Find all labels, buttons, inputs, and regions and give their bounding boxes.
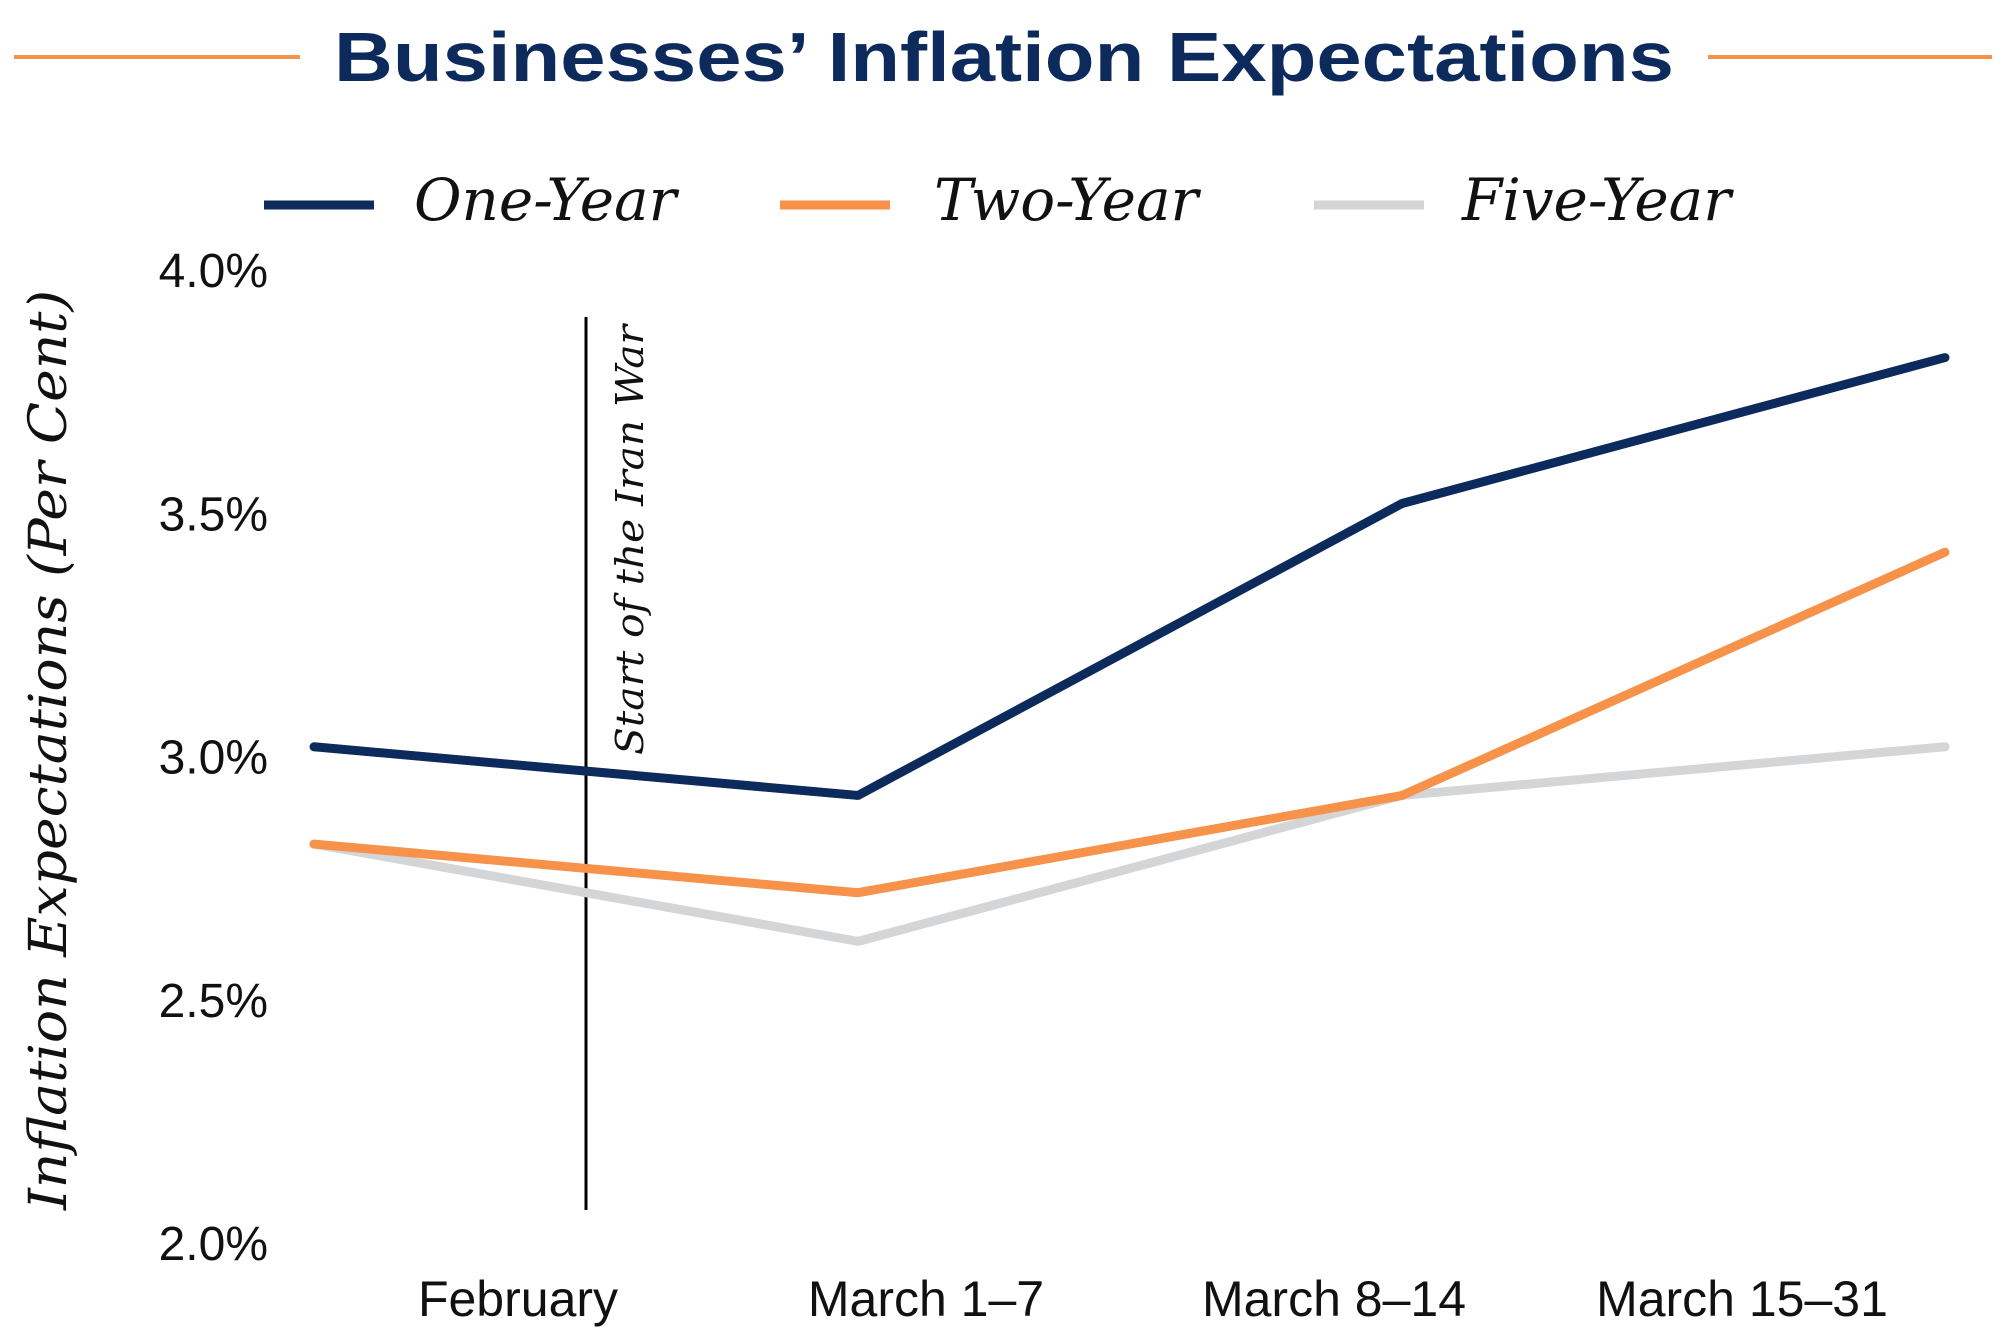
- line-segment: [313, 839, 859, 946]
- legend-label: Five-Year: [1461, 166, 1734, 234]
- x-tick-label: February: [418, 1271, 618, 1327]
- legend: One-Year Two-Year Five-Year: [264, 166, 1734, 234]
- data-point: [1397, 499, 1407, 509]
- line-segment: [1400, 353, 1947, 508]
- x-tick-label: March 15–31: [1596, 1271, 1888, 1327]
- data-point: [309, 839, 319, 849]
- x-tick-label: March 8–14: [1202, 1271, 1466, 1327]
- data-point: [853, 888, 863, 898]
- chart-title: Businesses’ Inflation Expectations: [334, 18, 1674, 96]
- line-segment: [1401, 742, 1946, 800]
- line-segment: [313, 839, 859, 898]
- series-one-year: [309, 353, 1950, 800]
- data-point: [1940, 742, 1950, 752]
- x-axis: February March 1–7 March 8–14 March 15–31: [418, 1271, 1888, 1327]
- data-point: [853, 936, 863, 946]
- x-tick-label: March 1–7: [808, 1271, 1044, 1327]
- y-tick-label: 4.0%: [159, 245, 268, 298]
- data-point: [1940, 547, 1950, 557]
- series-lines: [309, 353, 1950, 946]
- y-tick-label: 3.0%: [159, 732, 268, 785]
- data-point: [1397, 790, 1407, 800]
- line-segment: [1400, 548, 1947, 800]
- y-axis-label: Inflation Expectations (Per Cent): [19, 290, 79, 1211]
- legend-label: Two-Year: [934, 166, 1202, 234]
- data-point: [853, 790, 863, 800]
- data-point: [309, 742, 319, 752]
- legend-label: One-Year: [414, 166, 680, 234]
- y-tick-label: 3.5%: [159, 488, 268, 541]
- line-segment: [313, 742, 859, 800]
- y-tick-label: 2.5%: [159, 975, 268, 1028]
- line-segment: [857, 790, 1403, 898]
- y-axis: 4.0% 3.5% 3.0% 2.5% 2.0%: [159, 245, 268, 1271]
- y-tick-label: 2.0%: [159, 1218, 268, 1271]
- series-two-year: [309, 547, 1950, 898]
- line-segment: [856, 791, 1404, 946]
- data-point: [1940, 353, 1950, 363]
- annotation-label: Start of the Iran War: [608, 322, 652, 755]
- line-segment: [855, 499, 1405, 800]
